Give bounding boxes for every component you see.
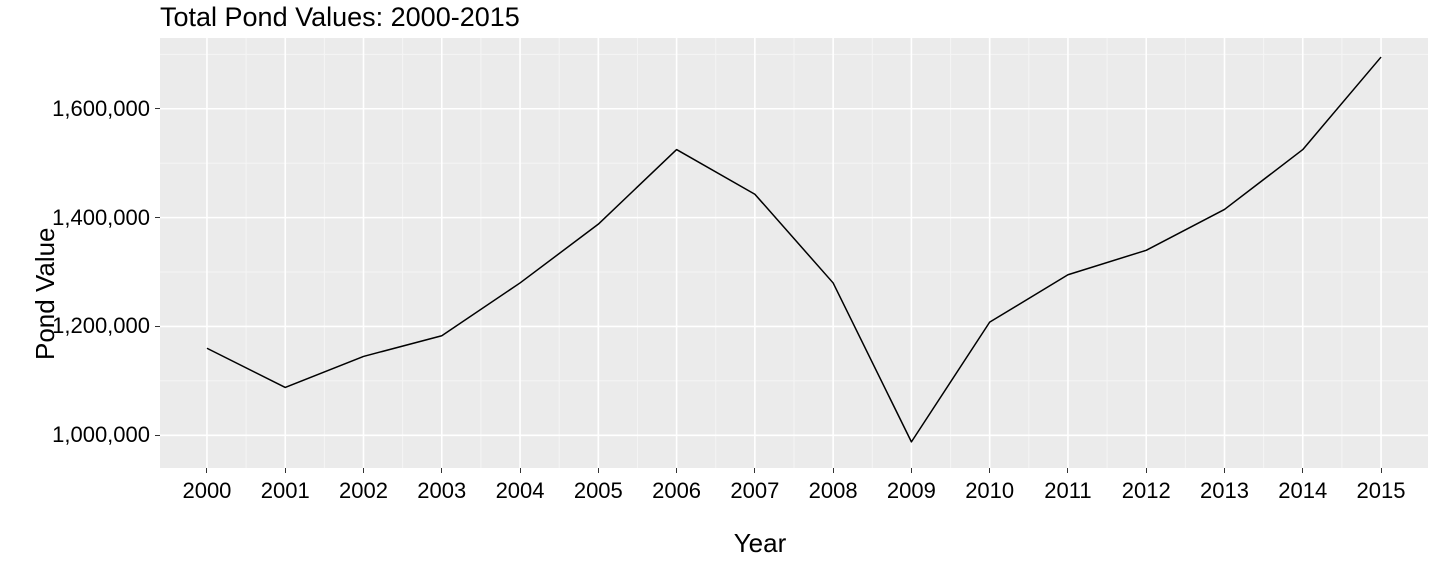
y-tick-label: 1,600,000 <box>52 96 150 122</box>
y-tick-label: 1,200,000 <box>52 313 150 339</box>
x-tick-mark <box>1067 468 1068 473</box>
x-tick-mark <box>754 468 755 473</box>
x-tick-mark <box>989 468 990 473</box>
x-tick-label: 2000 <box>182 478 231 504</box>
x-tick-label: 2004 <box>496 478 545 504</box>
y-tick-mark <box>155 326 160 327</box>
chart-title: Total Pond Values: 2000-2015 <box>160 2 520 33</box>
x-tick-label: 2003 <box>417 478 466 504</box>
x-tick-mark <box>285 468 286 473</box>
x-tick-label: 2005 <box>574 478 623 504</box>
x-tick-mark <box>598 468 599 473</box>
x-tick-label: 2008 <box>809 478 858 504</box>
y-axis-label: Pond Value <box>30 227 61 360</box>
x-tick-mark <box>911 468 912 473</box>
x-tick-label: 2013 <box>1200 478 1249 504</box>
x-tick-mark <box>676 468 677 473</box>
x-tick-mark <box>833 468 834 473</box>
y-tick-label: 1,000,000 <box>52 422 150 448</box>
y-tick-mark <box>155 217 160 218</box>
x-tick-mark <box>441 468 442 473</box>
x-tick-label: 2012 <box>1122 478 1171 504</box>
y-tick-label: 1,400,000 <box>52 205 150 231</box>
x-tick-label: 2006 <box>652 478 701 504</box>
x-tick-mark <box>1224 468 1225 473</box>
x-tick-label: 2011 <box>1044 478 1091 504</box>
x-tick-mark <box>1302 468 1303 473</box>
chart-container: Total Pond Values: 2000-2015 Pond Value … <box>0 0 1436 572</box>
x-tick-mark <box>363 468 364 473</box>
y-tick-mark <box>155 435 160 436</box>
x-tick-label: 2014 <box>1278 478 1327 504</box>
x-tick-mark <box>1146 468 1147 473</box>
x-tick-label: 2001 <box>261 478 310 504</box>
x-tick-label: 2002 <box>339 478 388 504</box>
x-tick-mark <box>206 468 207 473</box>
x-tick-label: 2015 <box>1357 478 1406 504</box>
x-tick-mark <box>520 468 521 473</box>
x-tick-label: 2009 <box>887 478 936 504</box>
y-tick-mark <box>155 108 160 109</box>
x-axis-label: Year <box>734 528 787 559</box>
x-tick-label: 2010 <box>965 478 1014 504</box>
x-tick-label: 2007 <box>730 478 779 504</box>
x-tick-mark <box>1381 468 1382 473</box>
plot-area <box>160 38 1428 468</box>
